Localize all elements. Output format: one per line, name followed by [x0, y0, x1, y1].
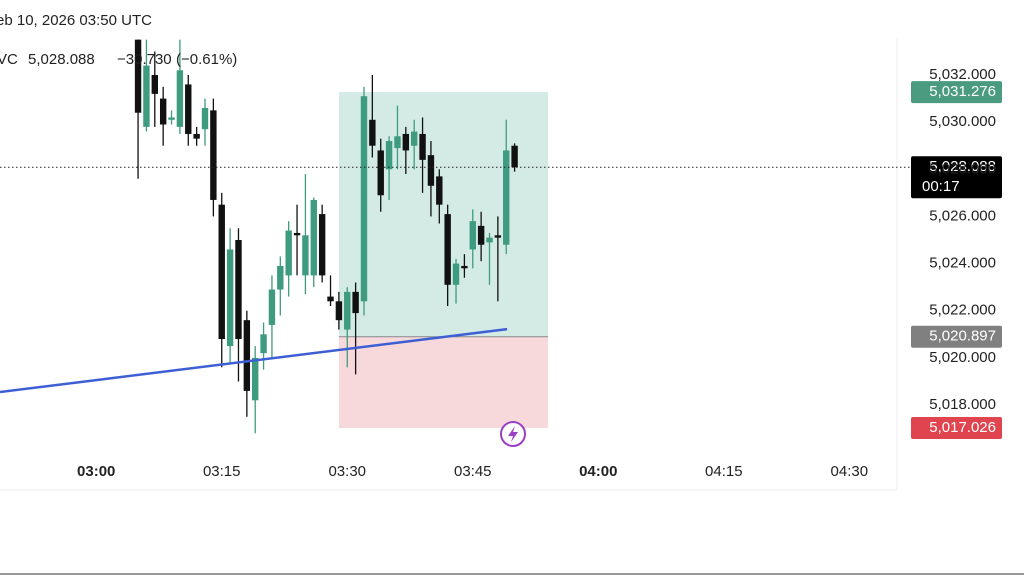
candle-body [494, 235, 502, 238]
candle-body [377, 150, 384, 196]
price-tag-label: 5,031.276 [929, 83, 996, 100]
candle-body [226, 249, 234, 347]
y-tick-label: 5,024.000 [929, 255, 996, 272]
price-tag-label: 5,028.088 [929, 158, 996, 175]
candle-body [352, 291, 359, 314]
candle-body [218, 204, 225, 340]
candle-body [193, 133, 200, 139]
candle-body [285, 230, 292, 276]
x-tick-label: 04:30 [831, 463, 869, 480]
candle-body [511, 145, 518, 168]
y-tick-label: 5,018.000 [929, 396, 996, 413]
candle-body [185, 84, 192, 134]
x-tick-label: 04:00 [579, 463, 617, 480]
candle-body [159, 98, 167, 125]
candle-body [327, 296, 334, 302]
candle-body [444, 214, 451, 285]
price-tag [911, 81, 1002, 104]
candle-body [452, 263, 460, 285]
candle-body [419, 133, 426, 160]
candle-body [268, 289, 276, 325]
stop-zone [338, 336, 549, 428]
x-tick-label: 03:15 [203, 463, 241, 480]
candle-body [252, 357, 259, 401]
candle-body [134, 39, 142, 113]
y-tick-label: 5,032.000 [929, 66, 996, 83]
candle-body [402, 133, 410, 151]
candle-body [360, 96, 368, 302]
price-tag [911, 156, 1002, 199]
candle-body [318, 214, 326, 276]
header-title: eb 10, 2026 03:50 UTC [0, 12, 152, 29]
candle-body [210, 110, 217, 200]
y-tick-label: 5,020.000 [929, 349, 996, 366]
header-change: −30.730 [117, 51, 172, 68]
candle-body [302, 235, 309, 276]
candle-body [143, 65, 150, 127]
x-tick-label: 03:30 [328, 463, 366, 480]
candle-body [461, 265, 468, 269]
candle-body [176, 70, 184, 127]
y-tick-label: 5,028.000 [929, 160, 996, 177]
header-change-pct: (−0.61%) [176, 51, 237, 68]
header-price: 5,028.088 [28, 51, 95, 68]
candle-body [486, 237, 493, 243]
candle-body [243, 320, 251, 391]
price-tag-label: 5,020.897 [929, 328, 996, 345]
candles [134, 39, 518, 434]
y-tick-label: 5,026.000 [929, 207, 996, 224]
x-tick-label: 03:00 [77, 463, 115, 480]
candle-body [293, 232, 301, 236]
x-tick-label: 04:15 [705, 463, 743, 480]
candle-body [503, 150, 510, 245]
y-tick-label: 5,022.000 [929, 302, 996, 319]
countdown: 00:17 [922, 178, 960, 195]
candle-body [410, 131, 418, 146]
candle-body [201, 108, 209, 130]
trendline [0, 327, 508, 394]
candle-body [369, 119, 376, 146]
candle-body [168, 117, 175, 120]
price-tag [911, 325, 1002, 348]
price-tag-label: 5,017.026 [929, 419, 996, 436]
candle-body [385, 141, 393, 170]
candle-body [394, 136, 401, 149]
symbol: VC [0, 51, 18, 68]
price-tag [911, 416, 1002, 439]
candle-body [469, 221, 476, 250]
lightning-icon [500, 421, 526, 447]
y-tick-label: 5,030.000 [929, 113, 996, 130]
x-tick-label: 03:45 [454, 463, 492, 480]
candle-body [436, 176, 443, 205]
candle-body [277, 265, 284, 290]
candle-body [344, 291, 351, 330]
candle-body [427, 155, 435, 186]
overlay: 5,031.276 5,028.088 00:17 5,020.897 5,017.02… [0, 81, 1002, 439]
axes: 5,018.000 5,020.000 5,022.000 5,024.000 5,02… [77, 66, 996, 480]
candle-body [335, 301, 343, 321]
candle-body [310, 199, 317, 276]
candle-body [477, 225, 485, 245]
candle-body [235, 240, 242, 340]
candle-body [260, 334, 267, 354]
candle-body [151, 75, 158, 94]
